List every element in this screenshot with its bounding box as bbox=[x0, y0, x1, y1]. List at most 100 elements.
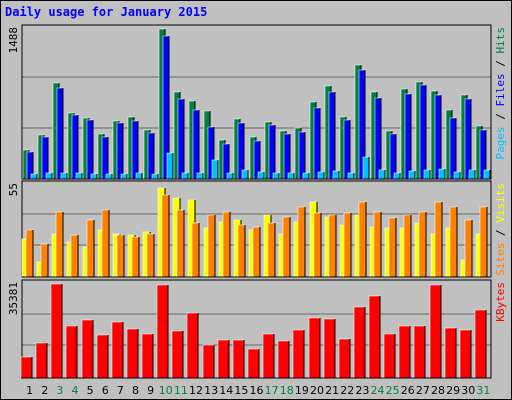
bar-kbytes-day-31-highlight bbox=[474, 309, 486, 378]
bar-pages-day-20-shadow bbox=[318, 172, 325, 180]
bar-hits-day-2-highlight bbox=[37, 134, 44, 179]
bar-files-day-11-fill bbox=[178, 99, 184, 179]
bar-files-day-19-highlight bbox=[298, 131, 305, 179]
bar-files-day-8 bbox=[131, 120, 139, 180]
bar-kbytes-day-11-highlight bbox=[171, 330, 183, 378]
bar-files-day-3-highlight bbox=[56, 87, 63, 179]
day-label-7: 7 bbox=[117, 384, 124, 397]
bar-kbytes-day-10-shadow bbox=[157, 285, 169, 379]
bar-sites-day-4-shadow bbox=[71, 235, 79, 278]
bar-files-day-24-fill bbox=[375, 98, 381, 179]
bar-sites-day-10-fill bbox=[162, 195, 169, 277]
bar-sites-day-10-highlight bbox=[161, 194, 169, 277]
day-label-13: 13 bbox=[204, 384, 218, 397]
bar-pages-day-2-fill bbox=[46, 173, 52, 179]
bar-hits-day-31-fill bbox=[476, 126, 482, 179]
bar-kbytes-day-17-highlight bbox=[262, 333, 274, 378]
bar-pages-day-28-shadow bbox=[439, 169, 446, 180]
bar-sites-day-26-fill bbox=[404, 215, 411, 277]
bar-sites-day-7-shadow bbox=[117, 235, 125, 278]
bar-pages-day-15-shadow bbox=[242, 170, 249, 180]
bar-sites-day-24-shadow bbox=[374, 212, 382, 278]
bar-hits-day-25-fill bbox=[386, 131, 392, 179]
day-label-6: 6 bbox=[102, 384, 109, 397]
bar-kbytes-day-2 bbox=[35, 342, 48, 379]
day-label-1: 1 bbox=[26, 384, 33, 397]
bar-kbytes-day-25-shadow bbox=[384, 334, 396, 379]
legend-pages: Pages bbox=[494, 126, 507, 159]
bar-files-day-31-highlight bbox=[479, 129, 486, 179]
bar-files-day-12-highlight bbox=[192, 109, 199, 179]
bar-hits-day-29-highlight bbox=[445, 109, 452, 179]
bar-files-day-25 bbox=[389, 133, 397, 180]
bar-files-day-23-fill bbox=[359, 70, 365, 179]
bar-kbytes-day-13-highlight bbox=[202, 344, 214, 378]
bar-files-day-26 bbox=[404, 93, 412, 180]
bar-files-day-28-highlight bbox=[434, 94, 441, 179]
bar-kbytes-day-30-shadow bbox=[460, 330, 472, 379]
bar-hits-day-7-fill bbox=[113, 121, 119, 179]
bar-kbytes-day-12-highlight bbox=[186, 312, 198, 378]
bar-pages-day-23-highlight bbox=[362, 156, 369, 179]
bar-sites-day-6-shadow bbox=[102, 210, 110, 278]
bar-sites-day-3-shadow bbox=[56, 212, 64, 278]
bar-pages-day-4-highlight bbox=[75, 172, 82, 179]
bar-files-day-6-fill bbox=[102, 137, 108, 179]
bar-kbytes-day-17 bbox=[262, 333, 275, 379]
bar-hits-day-11-highlight bbox=[173, 91, 180, 179]
bar-kbytes-day-28-fill bbox=[430, 285, 441, 378]
bar-hits-day-27-highlight bbox=[415, 81, 422, 179]
bar-kbytes-day-14-shadow bbox=[218, 340, 230, 379]
bar-pages-day-1 bbox=[30, 173, 38, 180]
bar-pages-day-31 bbox=[483, 169, 491, 180]
bar-kbytes-day-18-highlight bbox=[277, 340, 289, 378]
bar-sites-day-11-highlight bbox=[176, 209, 184, 277]
bar-kbytes-day-20-fill bbox=[309, 318, 320, 378]
bar-kbytes-day-20-shadow bbox=[309, 318, 321, 379]
bar-pages-day-13 bbox=[211, 159, 219, 180]
bar-sites-day-17-shadow bbox=[268, 223, 276, 278]
bar-hits-day-1-fill bbox=[23, 150, 29, 179]
bar-pages-day-25-fill bbox=[394, 173, 400, 179]
day-label-24: 24 bbox=[371, 384, 385, 397]
bar-sites-day-23 bbox=[358, 201, 367, 278]
bar-sites-day-4 bbox=[70, 234, 79, 278]
bar-pages-day-23 bbox=[362, 156, 370, 180]
bar-hits-day-17-fill bbox=[265, 122, 271, 179]
bar-kbytes-day-20-highlight bbox=[308, 317, 320, 378]
bar-sites-day-2-highlight bbox=[40, 243, 48, 277]
bar-kbytes-day-13 bbox=[202, 344, 215, 379]
bar-pages-day-26-highlight bbox=[408, 170, 415, 179]
bar-pages-day-25-shadow bbox=[394, 173, 401, 180]
y-max-label: 35381 bbox=[7, 282, 20, 315]
chart-title: Daily usage for January 2015 bbox=[5, 5, 208, 19]
bar-files-day-28-fill bbox=[435, 95, 441, 179]
bar-kbytes-day-16-fill bbox=[248, 349, 259, 378]
bar-kbytes-day-30-fill bbox=[460, 330, 471, 378]
bar-sites-day-7-fill bbox=[117, 235, 124, 277]
bar-sites-day-31-fill bbox=[480, 207, 487, 277]
bar-sites-day-28-fill bbox=[435, 202, 442, 277]
bar-kbytes-day-13-fill bbox=[203, 345, 214, 378]
bar-sites-day-7-highlight bbox=[116, 234, 124, 277]
bar-hits-day-28-highlight bbox=[430, 90, 437, 179]
bar-hits-day-14-fill bbox=[219, 140, 225, 179]
bar-files-day-21-fill bbox=[329, 92, 335, 179]
bar-sites-day-14-shadow bbox=[223, 212, 231, 278]
bar-files-day-18-fill bbox=[284, 134, 290, 179]
bar-sites-day-22 bbox=[343, 212, 352, 278]
bar-sites-day-5-highlight bbox=[86, 219, 94, 277]
bar-kbytes-day-5 bbox=[81, 319, 94, 379]
bar-pages-day-8-fill bbox=[136, 173, 142, 179]
bar-kbytes-day-3-shadow bbox=[51, 284, 63, 379]
bar-files-day-17 bbox=[268, 124, 276, 180]
bar-pages-day-21-highlight bbox=[332, 170, 339, 179]
bar-files-day-5-fill bbox=[87, 120, 93, 179]
bar-kbytes-day-2-shadow bbox=[36, 343, 48, 379]
bar-files-day-13-fill bbox=[208, 127, 214, 179]
bar-pages-day-9 bbox=[151, 173, 159, 180]
bar-pages-day-3-shadow bbox=[61, 173, 68, 180]
bar-files-day-17-highlight bbox=[268, 124, 275, 179]
bar-hits-day-11-fill bbox=[174, 92, 180, 179]
bar-kbytes-day-8-shadow bbox=[127, 329, 139, 379]
